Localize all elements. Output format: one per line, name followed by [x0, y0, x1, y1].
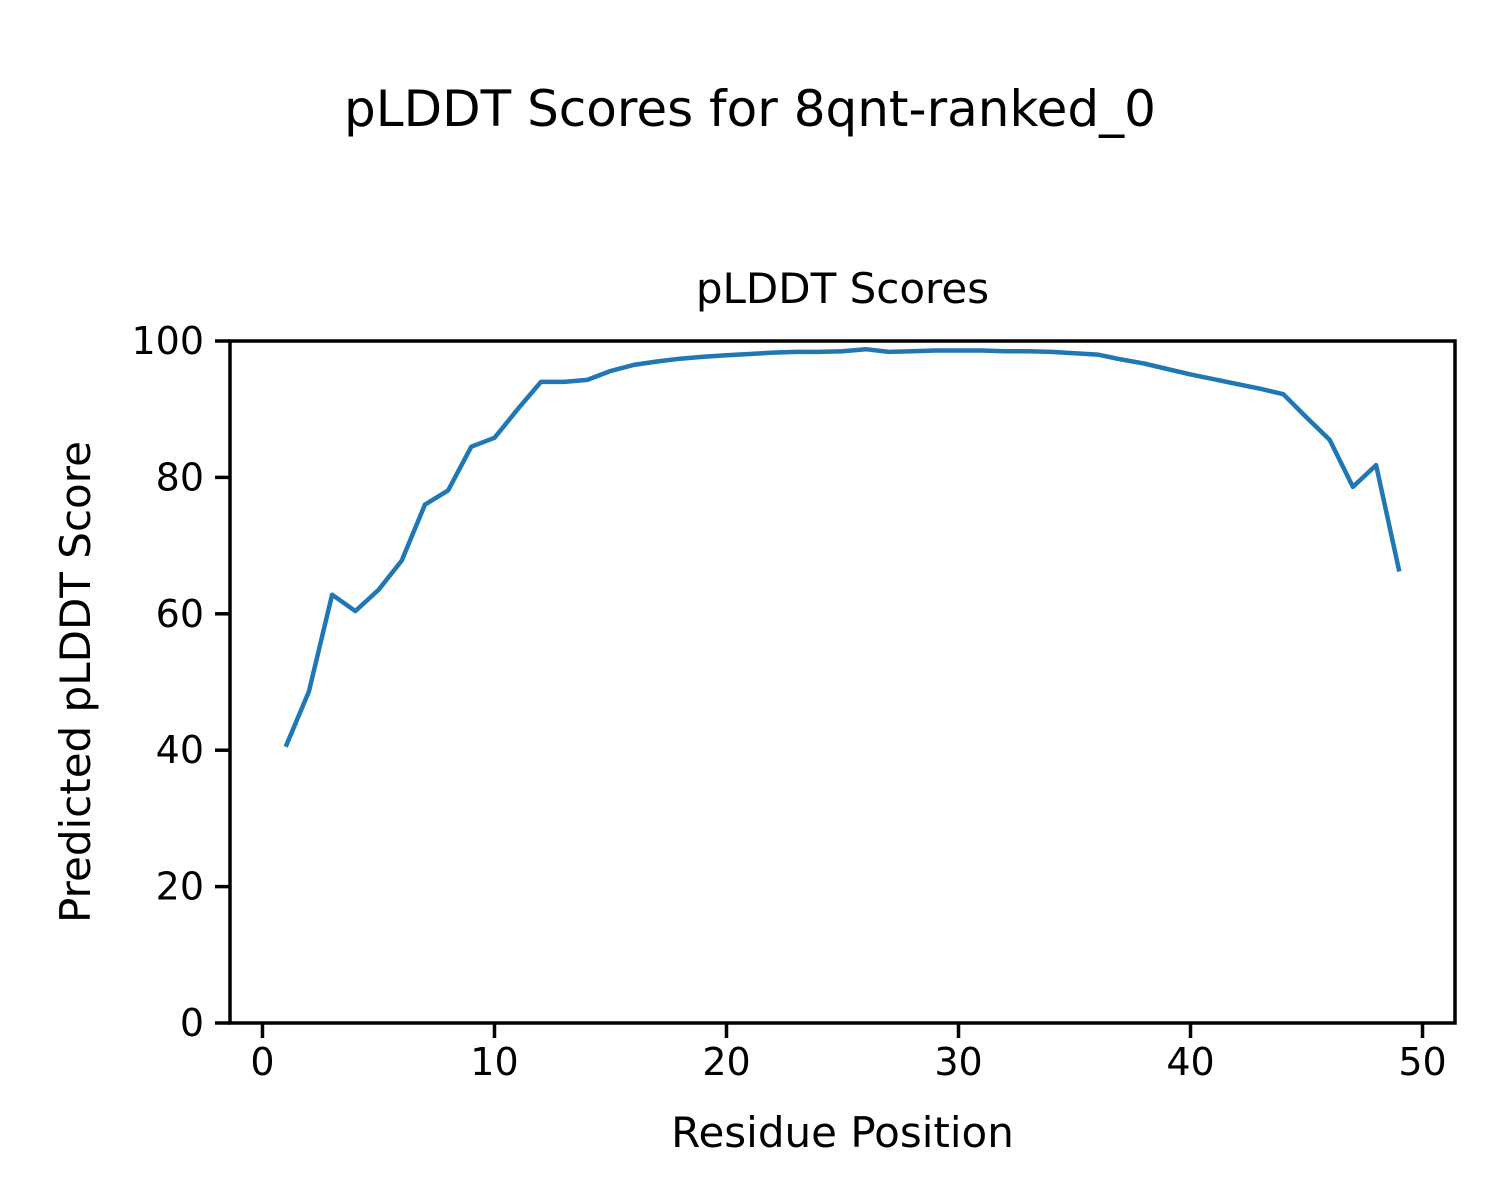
- x-tick-label: 10: [470, 1040, 518, 1084]
- figure-title: pLDDT Scores for 8qnt-ranked_0: [344, 80, 1156, 138]
- x-tick-label: 30: [934, 1040, 982, 1084]
- y-tick-label: 0: [180, 1001, 204, 1045]
- plddt-line: [283, 346, 1402, 748]
- x-tick-label: 40: [1166, 1040, 1214, 1084]
- x-tick-label: 50: [1398, 1040, 1446, 1084]
- y-tick-label: 40: [156, 728, 204, 772]
- plot-frame: [228, 339, 1457, 1025]
- y-axis-label: Predicted pLDDT Score: [51, 441, 100, 923]
- axes-title: pLDDT Scores: [695, 264, 990, 313]
- x-axis-label: Residue Position: [671, 1108, 1014, 1157]
- x-tick-label: 20: [702, 1040, 750, 1084]
- y-tick-label: 100: [131, 319, 204, 363]
- x-tick-label: 0: [250, 1040, 274, 1084]
- y-tick-label: 60: [156, 592, 204, 636]
- y-tick-label: 20: [156, 865, 204, 909]
- y-tick-label: 80: [156, 455, 204, 499]
